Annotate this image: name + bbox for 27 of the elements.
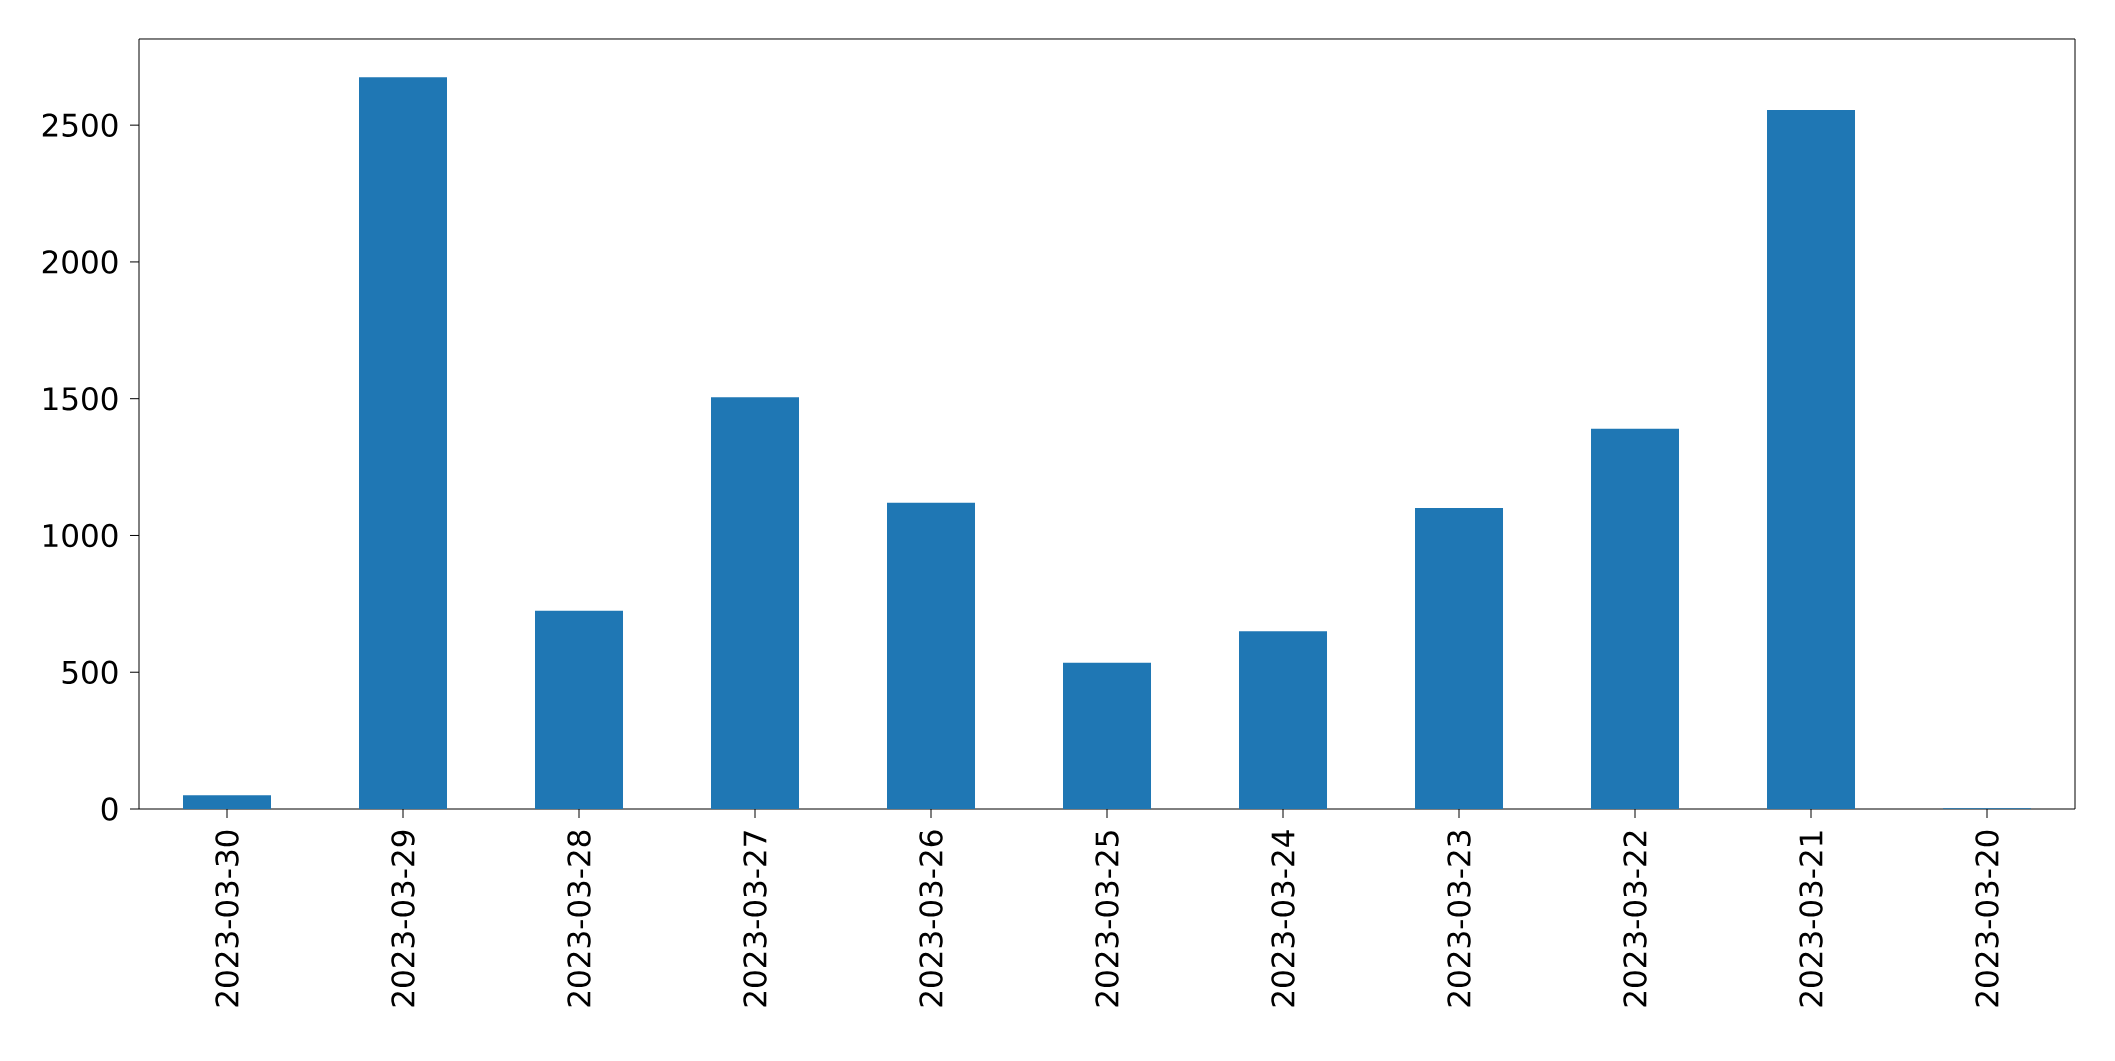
y-tick-label: 2000: [42, 250, 118, 274]
y-tick-label: 500: [62, 660, 118, 684]
x-tick-label: 2023-03-30: [215, 830, 239, 1007]
bar: [1063, 662, 1151, 809]
x-tick-label: 2023-03-29: [391, 830, 415, 1007]
bar: [359, 77, 447, 809]
y-tick-label: 0: [101, 797, 118, 821]
bar: [183, 795, 271, 809]
x-tick-label: 2023-03-27: [743, 831, 767, 1007]
bar: [711, 397, 799, 809]
x-tick-label: 2023-03-21: [1799, 831, 1823, 1007]
x-tick-label: 2023-03-28: [567, 830, 591, 1007]
bar: [1767, 110, 1856, 809]
y-tick-label: 1500: [43, 386, 118, 411]
y-tick-label: 1000: [43, 523, 118, 548]
y-tick-label: 2500: [42, 113, 118, 137]
x-tick-label: 2023-03-23: [1447, 831, 1471, 1007]
bar: [535, 610, 623, 809]
x-tick-label: 2023-03-20: [1975, 830, 1999, 1007]
bar: [1415, 508, 1504, 809]
x-tick-label: 2023-03-26: [919, 830, 943, 1007]
bar: [887, 502, 975, 809]
x-tick-label: 2023-03-22: [1623, 831, 1647, 1007]
x-tick-label: 2023-03-25: [1095, 831, 1119, 1007]
bar: [1591, 428, 1680, 809]
x-tick-label: 2023-03-24: [1271, 830, 1295, 1007]
bar: [1239, 631, 1328, 809]
